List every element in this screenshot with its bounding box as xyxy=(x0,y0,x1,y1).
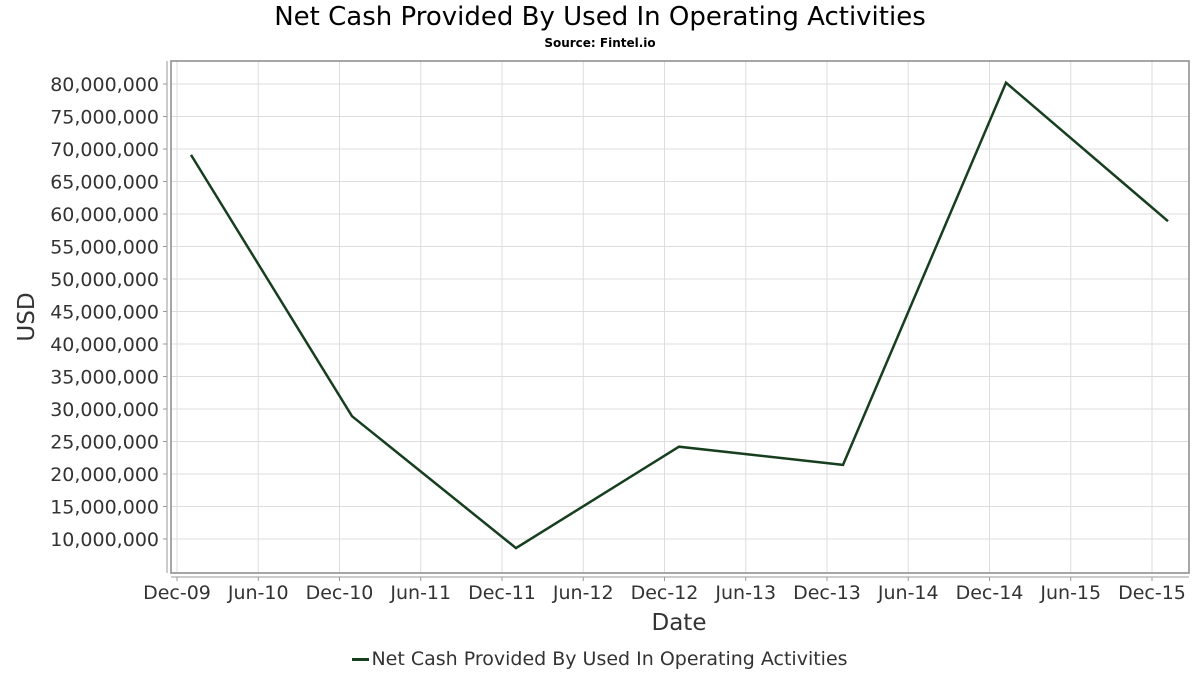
legend: Net Cash Provided By Used In Operating A… xyxy=(0,648,1200,670)
y-tick-label: 50,000,000 xyxy=(50,269,159,291)
y-tick-label: 45,000,000 xyxy=(50,302,159,324)
x-tick-label: Jun-15 xyxy=(1039,582,1101,604)
x-tick-label: Jun-14 xyxy=(877,582,939,604)
x-tick-label: Dec-10 xyxy=(306,582,374,604)
y-tick-label: 40,000,000 xyxy=(50,334,159,356)
x-tick-label: Jun-13 xyxy=(714,582,776,604)
y-tick-label: 75,000,000 xyxy=(50,107,159,129)
data-line xyxy=(189,80,1169,550)
y-tick-label: 65,000,000 xyxy=(50,172,159,194)
y-tick-label: 30,000,000 xyxy=(50,399,159,421)
legend-label: Net Cash Provided By Used In Operating A… xyxy=(371,648,848,670)
x-tick-label: Dec-11 xyxy=(468,582,536,604)
chart-subtitle: Source: Fintel.io xyxy=(544,36,656,50)
y-tick-label: 15,000,000 xyxy=(50,497,159,519)
legend-swatch-icon xyxy=(352,658,370,661)
x-axis-label: Date xyxy=(652,610,707,636)
x-tick-label: Dec-13 xyxy=(793,582,861,604)
x-tick-label: Jun-11 xyxy=(389,582,451,604)
y-tick-label: 35,000,000 xyxy=(50,367,159,389)
x-tick-label: Jun-10 xyxy=(227,582,289,604)
y-tick-label: 80,000,000 xyxy=(50,74,159,96)
y-tick-label: 10,000,000 xyxy=(50,529,159,551)
chart-title: Net Cash Provided By Used In Operating A… xyxy=(274,2,926,32)
y-tick-label: 25,000,000 xyxy=(50,432,159,454)
y-tick-label: 20,000,000 xyxy=(50,464,159,486)
grid-lines xyxy=(171,61,1189,573)
y-tick-label: 70,000,000 xyxy=(50,139,159,161)
x-tick-label: Dec-14 xyxy=(956,582,1024,604)
x-tick-label: Jun-12 xyxy=(552,582,614,604)
plot-area-border xyxy=(170,60,1190,574)
x-tick-label: Dec-15 xyxy=(1118,582,1186,604)
y-tick-label: 55,000,000 xyxy=(50,237,159,259)
x-tick-label: Dec-12 xyxy=(631,582,699,604)
y-axis-ticks: 80,000,000 75,000,000 70,000,000 65,000,000… xyxy=(50,74,167,551)
x-tick-label: Dec-09 xyxy=(143,582,211,604)
x-axis-ticks: Dec-09 Jun-10 Dec-10 Jun-11 Dec-11 Jun-12 Dec-… xyxy=(143,577,1186,604)
y-axis-label: USD xyxy=(14,292,40,341)
y-tick-label: 60,000,000 xyxy=(50,204,159,226)
